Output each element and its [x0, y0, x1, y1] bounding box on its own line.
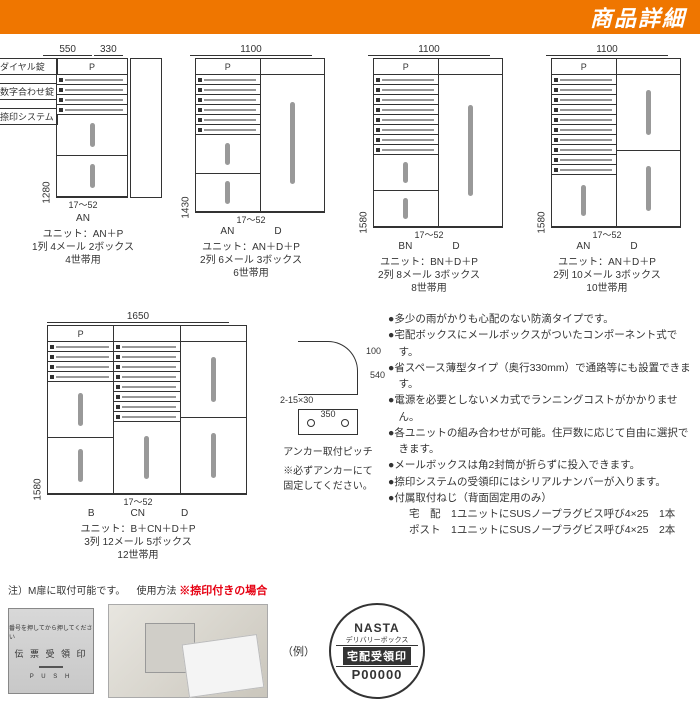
diagram-1: 550 330 1280 ダイヤル錠 数字合わせ錠 捺印システム P — [8, 44, 158, 295]
plate-line2: 伝 票 受 領 印 — [14, 647, 87, 660]
anchor-diagram: 100 540 2-15×30 350 アンカー取付ピッチ ※必ずアンカーにて … — [278, 311, 378, 562]
usage-photo — [108, 604, 268, 698]
d5-c1: B — [88, 508, 95, 519]
d1-caption: ユニット：AN＋P 1列 4メール 2ボックス 4世帯用 — [32, 228, 134, 267]
bullet-0: ●多少の雨がかりも心配のない防滴タイプです。 — [388, 311, 692, 327]
d2-base: 17～52 — [236, 213, 265, 226]
mail-slot — [57, 105, 127, 115]
label-dial-lock: ダイヤル錠 — [0, 58, 58, 75]
note-m-door: 注）M扉に取付可能です。 — [8, 586, 125, 597]
d3-p: P — [374, 59, 438, 75]
d1-vdim: 1280 — [38, 187, 56, 198]
header-bar: 商品詳細 — [0, 0, 700, 34]
bottom-row: 注）M扉に取付可能です。 使用方法 ※捺印付きの場合 番号を押してから押してくだ… — [0, 576, 700, 705]
stamp-case-label: ※捺印付きの場合 — [179, 585, 267, 597]
d3-unit: P — [373, 58, 503, 228]
label-combo-lock: 数字合わせ錠 — [0, 83, 58, 100]
d1-unit: P — [56, 58, 128, 198]
d5-caption: ユニット：B＋CN＋D＋P 3列 12メール 5ボックス 12世帯用 — [80, 523, 195, 562]
d1-top-dims: 550 330 — [43, 44, 122, 56]
mail-slot — [57, 75, 127, 85]
receipt-plate: 番号を押してから押してください 伝 票 受 領 印 P U S H — [8, 608, 94, 694]
mail-slot — [57, 85, 127, 95]
d4-caption: ユニット：AN＋D＋P 2列 10メール 3ボックス 10世帯用 — [553, 256, 661, 295]
box — [57, 156, 127, 197]
bullet-sub-1: ポスト 1ユニットにSUSノープラグビス呼び4×25 2本 — [388, 522, 692, 538]
d3-h: 1580 — [359, 211, 370, 233]
anchor-d100: 100 — [366, 346, 381, 356]
d3-w: 1100 — [368, 44, 490, 56]
d5-c3: D — [181, 508, 188, 519]
bullet-2: ●省スペース薄型タイプ（奥行330mm）で通路等にも設置できます。 — [388, 360, 692, 393]
anchor-d540: 540 — [370, 370, 385, 380]
bullet-1: ●宅配ボックスにメールボックスがついたコンポーネント式です。 — [388, 327, 692, 360]
bullet-sub-0: 宅 配 1ユニットにSUSノープラグビス呼び4×25 1本 — [388, 506, 692, 522]
d4-w: 1100 — [546, 44, 668, 56]
d3-r: D — [452, 241, 459, 252]
plate-line1: 番号を押してから押してください — [9, 623, 93, 641]
anchor-215: 2-15×30 — [280, 395, 378, 405]
d2-top-dims: 1100 — [190, 44, 312, 56]
d3-caption: ユニット：BN＋D＋P 2列 8メール 3ボックス 8世帯用 — [378, 256, 480, 295]
anchor-bracket: 100 540 — [298, 341, 358, 395]
bullet-4: ●各ユニットの組み合わせが可能。住戸数に応じて自由に選択できます。 — [388, 425, 692, 458]
footer-left-text: 注）M扉に取付可能です。 使用方法 ※捺印付きの場合 番号を押してから押してくだ… — [8, 582, 425, 699]
d5-unit: P — [47, 325, 247, 495]
diagram-2: 1100 1430 P 17～52 AN D ユニット：AN＋D＋P 2列 6メー… — [166, 44, 336, 295]
d5-base: 17～52 — [123, 495, 152, 508]
anchor-note: ※必ずアンカーにて 固定してください。 — [278, 462, 378, 492]
stamp-bottom: P00000 — [352, 667, 403, 682]
mail-slot — [57, 95, 127, 105]
diagram-5: 1650 1580 P — [8, 311, 268, 562]
d2-caption: ユニット：AN＋D＋P 2列 6メール 3ボックス 6世帯用 — [200, 241, 302, 280]
d5-w: 1650 — [47, 311, 229, 323]
d2-h: 1430 — [181, 196, 192, 218]
bullet-5: ●メールボックスは角2封筒が折らずに投入できます。 — [388, 457, 692, 473]
d1-w2: 330 — [94, 44, 123, 56]
plate-push: P U S H — [30, 674, 73, 680]
label-stamp-system: 捺印システム — [0, 108, 58, 125]
d1-base-h: 17～52 — [68, 198, 97, 211]
d5-c2: CN — [130, 508, 144, 519]
d1-side-panel — [130, 58, 162, 198]
example-label: （例） — [282, 643, 315, 659]
d1-p: P — [57, 59, 127, 75]
d1-side-labels: ダイヤル錠 数字合わせ錠 捺印システム — [0, 58, 58, 125]
bullet-6: ●捺印システムの受領印にはシリアルナンバーが入ります。 — [388, 474, 692, 490]
d3-l: BN — [398, 241, 412, 252]
d2-unit: P — [195, 58, 325, 213]
d2-r: D — [274, 226, 281, 237]
diagram-4: 1100 1580 P 17～52 AN D ユニット：AN＋D＋P 2列 10メ… — [522, 44, 692, 295]
d1-w1: 550 — [43, 44, 92, 56]
d4-r: D — [630, 241, 637, 252]
stamp-circle: NASTA デリバリーボックス 宅配受領印 P00000 — [329, 603, 425, 699]
d2-p: P — [196, 59, 260, 75]
d1-bottom: AN — [76, 213, 90, 224]
d4-h: 1580 — [537, 211, 548, 233]
stamp-mid-small: デリバリーボックス — [346, 635, 409, 645]
diagram-3: 1100 1580 P 17～52 BN D ユニット：BN＋D＋P 2列 8メー… — [344, 44, 514, 295]
anchor-plate — [298, 409, 358, 435]
d4-p: P — [552, 59, 616, 75]
box — [57, 115, 127, 156]
d4-l: AN — [576, 241, 590, 252]
bullet-3: ●電源を必要としないメカ式でランニングコストがかかりません。 — [388, 392, 692, 425]
d3-base: 17～52 — [414, 228, 443, 241]
top-diagrams-row: 550 330 1280 ダイヤル錠 数字合わせ錠 捺印システム P — [0, 44, 700, 295]
header-title: 商品詳細 — [590, 1, 686, 33]
d4-base: 17～52 — [592, 228, 621, 241]
stamp-mid: 宅配受領印 — [343, 647, 411, 665]
bullet-list: ●多少の雨がかりも心配のない防滴タイプです。 ●宅配ボックスにメールボックスがつ… — [388, 311, 692, 562]
d5-h: 1580 — [33, 478, 44, 500]
row-2: 1650 1580 P — [0, 311, 700, 562]
stamp-top: NASTA — [354, 621, 399, 635]
anchor-title: アンカー取付ピッチ — [278, 443, 378, 458]
d4-unit: P — [551, 58, 681, 228]
d2-l: AN — [220, 226, 234, 237]
usage-label: 使用方法 — [136, 586, 176, 597]
d1-h: 1280 — [42, 181, 53, 203]
d2-w: 1100 — [190, 44, 312, 56]
bullet-7: ●付属取付ねじ（背面固定用のみ） — [388, 490, 692, 506]
d5-p: P — [48, 326, 113, 342]
